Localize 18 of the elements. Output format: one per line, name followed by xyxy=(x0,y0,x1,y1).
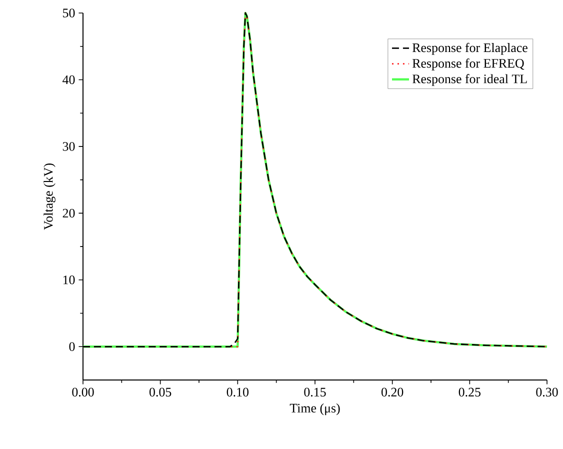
y-tick-label: 40 xyxy=(62,75,75,84)
x-tick-label: 0.10 xyxy=(226,388,249,397)
y-axis-title: Voltage (kV) xyxy=(44,164,56,230)
x-tick-label: 0.15 xyxy=(304,388,326,397)
legend-label: Response for ideal TL xyxy=(412,74,527,86)
x-axis-title: Time (μs) xyxy=(290,403,340,416)
x-tick-label: 0.20 xyxy=(382,388,404,397)
y-tick-label: 30 xyxy=(62,142,75,151)
x-tick-label: 0.25 xyxy=(458,388,480,397)
legend-label: Response for Elaplace xyxy=(412,42,528,55)
y-tick-label: 0 xyxy=(69,342,75,352)
x-tick-label: 0.30 xyxy=(536,388,558,397)
legend-label: Response for EFREQ xyxy=(412,58,524,70)
y-tick-label: 10 xyxy=(63,276,75,284)
x-tick-label: 0.05 xyxy=(150,388,172,397)
y-tick-label: 20 xyxy=(62,208,75,218)
x-tick-label: 0.00 xyxy=(72,388,94,397)
y-tick-label: 50 xyxy=(63,8,75,18)
